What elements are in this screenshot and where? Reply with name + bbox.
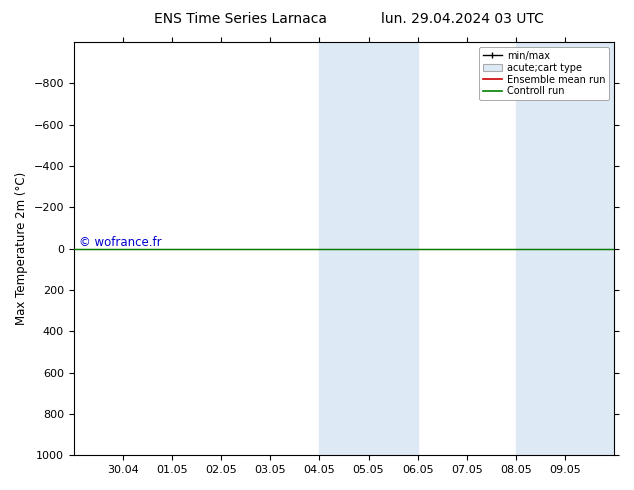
Bar	[320, 42, 418, 455]
Text: lun. 29.04.2024 03 UTC: lun. 29.04.2024 03 UTC	[382, 12, 544, 26]
Legend: min/max, acute;cart type, Ensemble mean run, Controll run: min/max, acute;cart type, Ensemble mean …	[479, 47, 609, 100]
Text: © wofrance.fr: © wofrance.fr	[79, 236, 162, 248]
Text: ENS Time Series Larnaca: ENS Time Series Larnaca	[155, 12, 327, 26]
Bar	[516, 42, 614, 455]
Y-axis label: Max Temperature 2m (°C): Max Temperature 2m (°C)	[15, 172, 28, 325]
